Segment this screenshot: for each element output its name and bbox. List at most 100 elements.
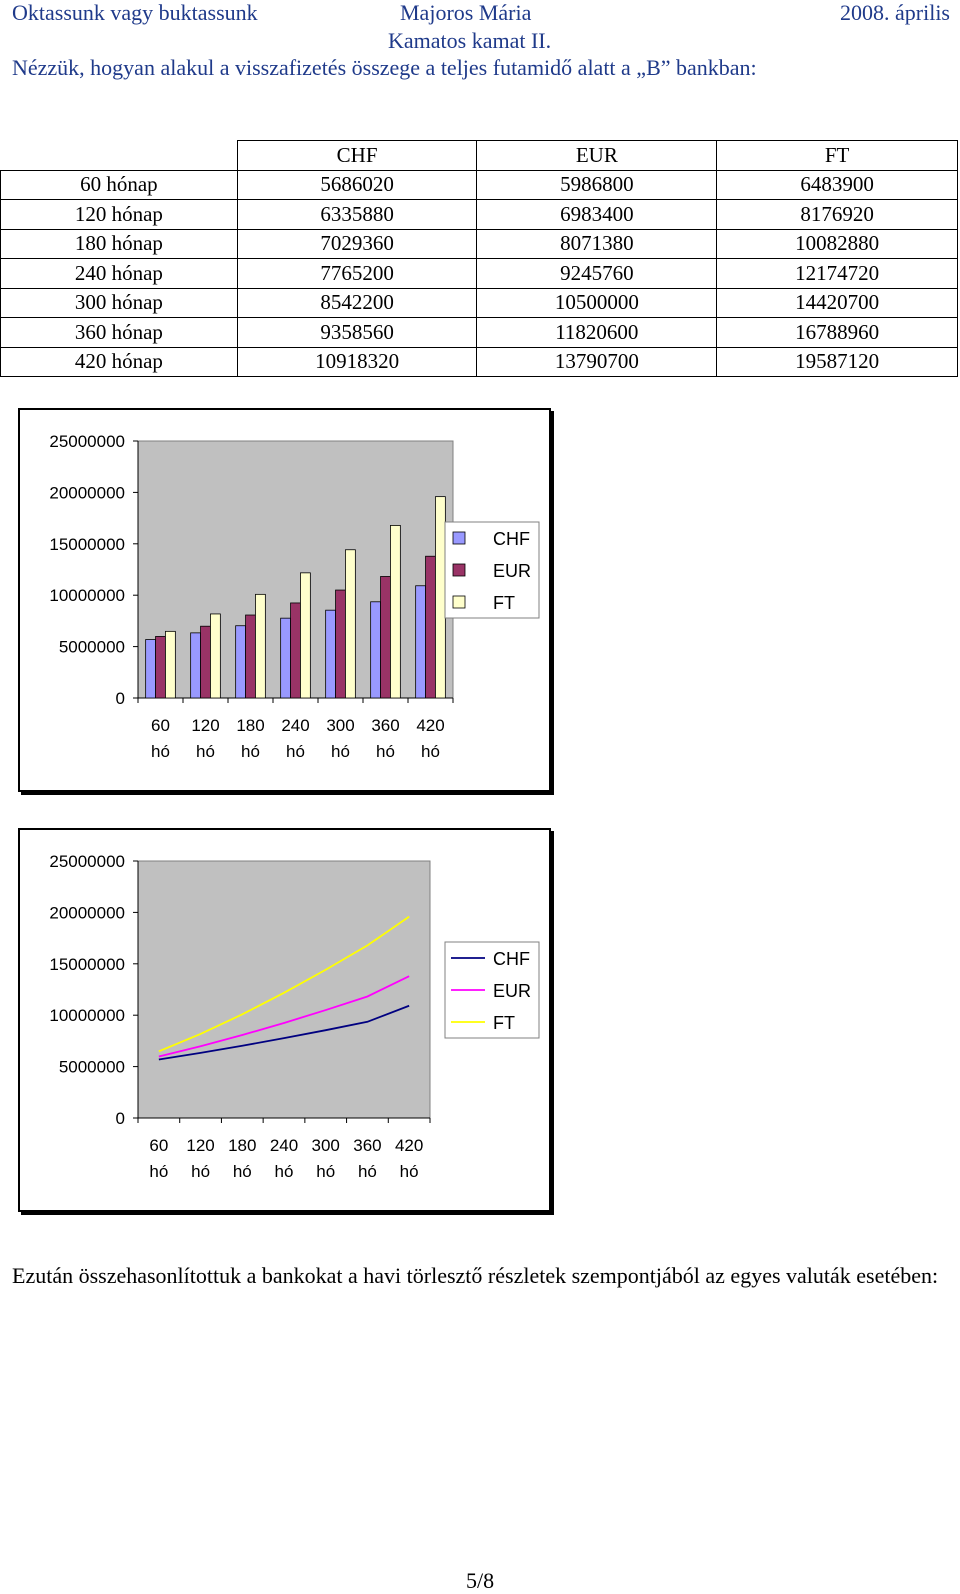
y-tick-label: 10000000 [49,586,125,605]
x-tick-label: 360 [353,1136,381,1155]
x-tick-label-unit: hó [316,1162,335,1181]
x-tick-label-unit: hó [331,742,350,761]
table-cell: 13790700 [476,346,718,377]
bar-chf [325,609,336,699]
table-row: 180 hónap 7029360 8071380 10082880 [0,228,958,259]
table-cell: 9358560 [236,317,478,348]
x-tick-label: 420 [416,716,444,735]
x-tick-label: 300 [312,1136,340,1155]
bar-chf [190,632,201,699]
bar-ft [435,496,446,699]
table-cell: 5986800 [476,169,718,200]
row-label: 60 hónap [0,169,238,200]
table-cell: 7765200 [236,258,478,289]
table-cell: 5686020 [236,169,478,200]
bar-ft [255,593,266,699]
x-tick-label: 120 [186,1136,214,1155]
legend-label: EUR [493,561,531,581]
y-tick-label: 0 [116,689,125,708]
legend-label: FT [493,593,515,613]
bar-chf [415,585,426,699]
legend-label: EUR [493,981,531,1001]
table-row: 240 hónap 7765200 9245760 12174720 [0,258,958,289]
y-tick-label: 5000000 [59,638,125,657]
y-tick-label: 25000000 [49,852,125,871]
y-tick-label: 0 [116,1109,125,1128]
table-cell: 7029360 [236,228,478,259]
table-cell: 9245760 [476,258,718,289]
row-label: 300 hónap [0,287,238,318]
x-tick-label-unit: hó [241,742,260,761]
legend-swatch-eur [452,563,466,577]
table-cell: 11820600 [476,317,718,348]
row-label: 240 hónap [0,258,238,289]
x-tick-label-unit: hó [376,742,395,761]
row-label: 360 hónap [0,317,238,348]
x-tick-label: 300 [326,716,354,735]
x-tick-label-unit: hó [196,742,215,761]
table-row: 360 hónap 9358560 11820600 16788960 [0,317,958,348]
line-ft [158,915,410,1053]
column-header: EUR [476,140,718,171]
bar-eur [335,589,346,699]
table-cell: 6335880 [236,199,478,230]
bar-ft [210,613,221,699]
x-tick-label: 60 [149,1136,168,1155]
x-tick-label-unit: hó [151,742,170,761]
x-tick-label-unit: hó [275,1162,294,1181]
bar-ft [165,630,176,699]
x-tick-label: 120 [191,716,219,735]
column-header: CHF [236,140,478,171]
table-cell: 6983400 [476,199,718,230]
legend-label: CHF [493,529,530,549]
x-tick-label-unit: hó [191,1162,210,1181]
table-header-row: CHF EUR FT [0,140,958,171]
header-left: Oktassunk vagy buktassunk [12,0,258,25]
x-tick-label: 180 [236,716,264,735]
row-label: 120 hónap [0,199,238,230]
table-cell: 10918320 [236,346,478,377]
x-tick-label: 60 [151,716,170,735]
x-tick-label-unit: hó [233,1162,252,1181]
table-cell: 14420700 [716,287,958,318]
row-label: 180 hónap [0,228,238,259]
paragraph: Ezután összehasonlítottuk a bankokat a h… [12,1263,939,1288]
table-cell: 8176920 [716,199,958,230]
y-tick-label: 10000000 [49,1006,125,1025]
line-eur [158,975,410,1058]
x-tick-label-unit: hó [358,1162,377,1181]
bar-eur [290,602,301,699]
legend-swatch-ft [452,595,466,609]
table-cell: 12174720 [716,258,958,289]
x-tick-label-unit: hó [286,742,305,761]
page-number: 5/8 [466,1568,495,1593]
header-center: Majoros Mária [400,0,532,25]
row-label: 420 hónap [0,346,238,377]
table-cell: 10500000 [476,287,718,318]
x-tick-label: 420 [395,1136,423,1155]
bar-chf [235,625,246,699]
x-tick-label-unit: hó [421,742,440,761]
x-tick-label-unit: hó [400,1162,419,1181]
bar-eur [245,614,256,699]
bar-chf [370,601,381,699]
y-tick-label: 20000000 [49,483,125,502]
x-tick-label: 360 [371,716,399,735]
bar-chart-svg: 0 5000000 10000000 15000000 20000000 25000000… [49,432,540,761]
legend-label: FT [493,1013,515,1033]
intro-text: Nézzük, hogyan alakul a visszafizetés ös… [12,55,757,80]
table-cell: 16788960 [716,317,958,348]
line-chf [158,1004,410,1061]
table-row: 60 hónap 5686020 5986800 6483900 [0,169,958,200]
x-tick-label: 180 [228,1136,256,1155]
bar-chf [280,617,291,699]
legend-label: CHF [493,949,530,969]
x-tick-label: 240 [270,1136,298,1155]
y-tick-label: 25000000 [49,432,125,451]
plot-area [137,860,431,1119]
table-cell: 8071380 [476,228,718,259]
header-right: 2008. április [840,0,950,25]
table-cell: 6483900 [716,169,958,200]
bar-chart: 0 5000000 10000000 15000000 20000000 25000000… [18,408,551,792]
y-tick-label: 20000000 [49,903,125,922]
